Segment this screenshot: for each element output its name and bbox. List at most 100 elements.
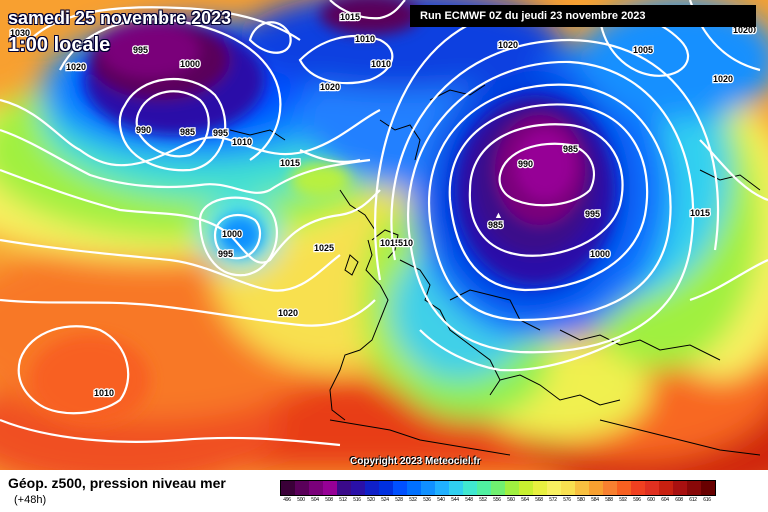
scale-label: 512 [339,497,347,503]
isobar-label: 990 [518,159,533,169]
scale-label: 576 [563,497,571,503]
forecast-date: samedi 25 novembre 2023 [8,8,232,28]
scale-label: 564 [521,497,529,503]
isobar-label: 1020 [713,74,733,84]
isobar-labels: 1015 995 1000 1020 1010 1010 1020 1005 1… [9,11,758,400]
isobar-label: 995 [585,209,600,219]
legend-footer: Géop. z500, pression niveau mer (+48h) 4… [0,470,768,512]
scale-label: 536 [423,497,431,503]
isobar-label: 995 [218,249,233,259]
scale-swatch [645,481,659,495]
isobar-label: 990 [136,125,151,135]
copyright: Copyright 2023 Meteociel.fr [350,456,481,467]
isobar-label: 1020 [278,308,298,318]
scale-label: 572 [549,497,557,503]
isobar-label: 995 [133,45,148,55]
isobar-label: 1015 [280,158,300,168]
scale-swatch [323,481,337,495]
scale-swatch [603,481,617,495]
scale-label: 528 [395,497,403,503]
scale-label: 596 [633,497,641,503]
isobar-label: 1015 [690,208,710,218]
scale-label: 524 [381,497,389,503]
scale-label: 500 [297,497,305,503]
forecast-time: 1:00 locale [8,34,111,56]
scale-label: 548 [465,497,473,503]
scale-label: 568 [535,497,543,503]
scale-label: 600 [647,497,655,503]
scale-swatch [687,481,701,495]
map-title: Géop. z500, pression niveau mer [8,475,226,491]
scale-label: 560 [507,497,515,503]
scale-swatch [365,481,379,495]
isobar-label: 1010 [94,388,114,398]
isobar-label: 1010 [371,59,391,69]
scale-label: 504 [311,497,319,503]
scale-label: 516 [353,497,361,503]
scale-swatch [295,481,309,495]
scale-label: 584 [591,497,599,503]
weather-map: 1015 995 1000 1020 1010 1010 1020 1005 1… [0,0,768,470]
scale-label: 616 [703,497,711,503]
scale-swatch [421,481,435,495]
scale-label: 496 [283,497,291,503]
isobar-label: 1020 [320,82,340,92]
scale-swatch [533,481,547,495]
isobar-label: 1005 [633,45,653,55]
isobar-label: 985 [180,127,195,137]
scale-swatch [281,481,295,495]
isobar-label: 1025 [314,243,334,253]
isobar-label: 1030 [10,28,30,38]
scale-label: 544 [451,497,459,503]
run-info: Run ECMWF 0Z du jeudi 23 novembre 2023 [410,5,756,27]
isobar-label: 995 [213,128,228,138]
low-center-marker: ▲ [494,210,503,220]
scale-swatch [379,481,393,495]
scale-swatch [701,481,715,495]
scale-swatch [505,481,519,495]
scale-swatch [547,481,561,495]
scale-label: 556 [493,497,501,503]
scale-swatch [673,481,687,495]
isobar-label: 1015 [380,238,400,248]
scale-swatch [351,481,365,495]
scale-swatch [407,481,421,495]
isobar-label: 1000 [222,229,242,239]
scale-swatch [631,481,645,495]
scale-label: 588 [605,497,613,503]
isobar-label: 1010 [232,137,252,147]
forecast-lead: (+48h) [14,494,47,506]
scale-swatch [393,481,407,495]
color-scale-labels: 496 500 504 508 512 516 520 524 528 532 536 540 544 5… [280,497,714,503]
scale-label: 540 [437,497,445,503]
scale-label: 532 [409,497,417,503]
scale-label: 580 [577,497,585,503]
scale-swatch [589,481,603,495]
isobar-label: 510 [398,238,413,248]
scale-label: 608 [675,497,683,503]
scale-label: 592 [619,497,627,503]
scale-swatch [435,481,449,495]
scale-swatch [617,481,631,495]
scale-label: 604 [661,497,669,503]
scale-swatch [309,481,323,495]
color-scale [280,480,716,496]
scale-swatch [491,481,505,495]
scale-swatch [477,481,491,495]
scale-swatch [449,481,463,495]
isobar-label: 1020 [66,62,86,72]
isobar-label: 1000 [590,249,610,259]
isobar-label: 985 [563,144,578,154]
scale-swatch [659,481,673,495]
isobar-label: 1015 [340,12,360,22]
scale-label: 612 [689,497,697,503]
scale-swatch [337,481,351,495]
scale-label: 552 [479,497,487,503]
scale-label: 520 [367,497,375,503]
scale-swatch [519,481,533,495]
isobar-label: 1010 [355,34,375,44]
scale-swatch [561,481,575,495]
isobar-label: 1000 [180,59,200,69]
isobar-label: 1020 [498,40,518,50]
scale-swatch [575,481,589,495]
